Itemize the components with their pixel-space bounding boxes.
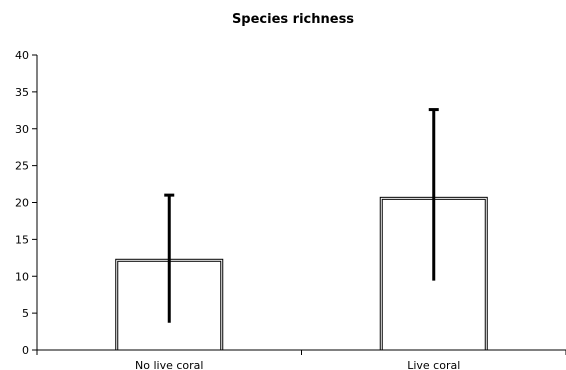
x-axis: No live coral Live coral bbox=[36, 349, 566, 370]
y-tick-label: 0 bbox=[22, 344, 29, 357]
y-tick-label: 15 bbox=[15, 233, 29, 246]
x-tick-label: No live coral bbox=[135, 359, 203, 370]
y-tick-label: 40 bbox=[15, 49, 29, 62]
y-axis: 0 5 10 15 20 25 30 35 40 bbox=[15, 49, 38, 357]
y-tick-label: 5 bbox=[22, 307, 29, 320]
y-tick-label: 10 bbox=[15, 270, 29, 283]
y-tick-label: 20 bbox=[15, 197, 29, 210]
chart-title: Species richness bbox=[232, 12, 354, 27]
y-tick-label: 35 bbox=[15, 86, 29, 99]
y-tick-label: 25 bbox=[15, 160, 29, 173]
error-bars bbox=[164, 108, 439, 323]
x-tick-label: Live coral bbox=[407, 359, 460, 370]
bars bbox=[115, 196, 488, 351]
y-tick-label: 30 bbox=[15, 123, 29, 136]
